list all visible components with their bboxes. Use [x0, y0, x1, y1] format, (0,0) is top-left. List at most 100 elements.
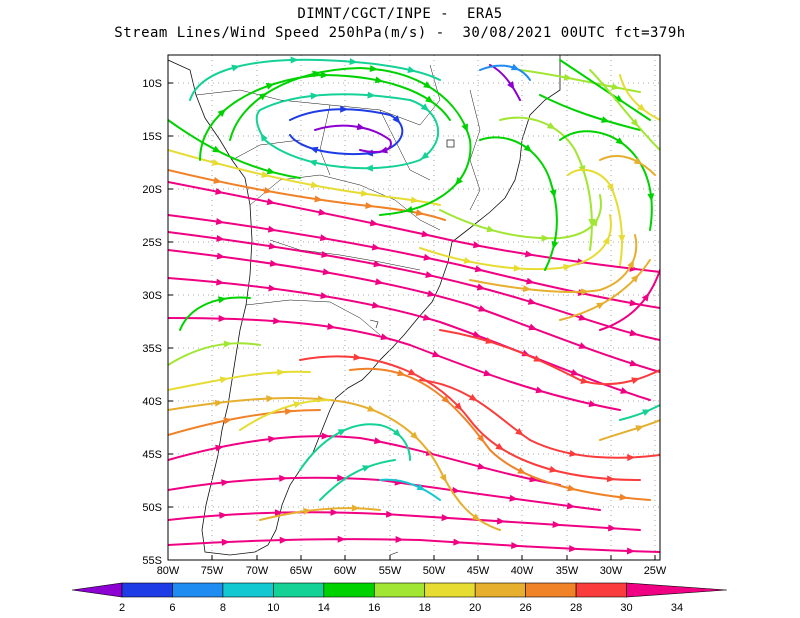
lat-label: 55S: [142, 555, 162, 567]
streamline-arrow: [569, 449, 578, 457]
streamline-arrow: [375, 278, 384, 286]
streamline-arrow: [410, 196, 420, 204]
streamline-arrow: [279, 536, 288, 544]
streamline-arrow: [567, 484, 576, 492]
streamlines: [168, 56, 660, 555]
streamline: [567, 168, 623, 266]
streamline-arrow: [477, 462, 486, 470]
streamline-arrow: [397, 369, 406, 377]
colorbar-tick-label: 34: [671, 602, 683, 614]
streamline-arrow: [630, 274, 639, 283]
streamline: [299, 355, 641, 481]
streamline-arrow: [629, 359, 639, 367]
lon-label: 25W: [644, 565, 667, 577]
lon-label: 65W: [290, 565, 313, 577]
streamline-arrow: [626, 547, 636, 555]
streamline-arrow: [627, 259, 634, 269]
streamline-arrow: [524, 250, 534, 258]
streamline: [479, 136, 558, 271]
latitude-labels: 10S 15S 20S 25S 30S 35S 40S 45S 50S 55S: [142, 78, 173, 567]
streamline: [239, 399, 331, 431]
streamline-arrow: [268, 242, 278, 250]
streamline-arrow: [321, 250, 330, 258]
streamline-arrow: [486, 225, 496, 233]
streamline-arrow: [517, 467, 527, 474]
streamline-arrow: [552, 521, 561, 529]
streamline-arrow: [373, 260, 382, 268]
streamline-arrow: [258, 92, 268, 101]
streamline-arrow: [601, 116, 610, 123]
streamline-arrow: [337, 535, 346, 543]
streamline-arrow: [423, 253, 432, 261]
lat-label: 40S: [142, 396, 162, 408]
streamline-arrow: [510, 63, 520, 71]
streamline-arrow: [425, 95, 434, 104]
streamline-arrow: [421, 230, 430, 238]
colorbar-segment: [424, 582, 476, 598]
longitude-labels: 80W 75W 70W 65W 60W 55W 50W 45W 40W 35W 30W 25W: [157, 555, 667, 577]
streamline-arrow: [566, 502, 576, 510]
streamline-arrow: [416, 483, 426, 491]
streamline-arrow: [580, 288, 590, 296]
streamline-arrow: [277, 368, 286, 376]
streamline-arrow: [219, 511, 228, 519]
streamline-arrow: [606, 475, 616, 483]
streamline-arrow: [637, 103, 646, 112]
streamline-arrow: [340, 105, 349, 113]
streamline-arrow: [535, 386, 545, 394]
streamline: [559, 59, 651, 121]
streamline: [599, 419, 660, 441]
streamline-arrow: [371, 301, 381, 309]
lat-label: 25S: [142, 237, 162, 249]
streamline: [168, 181, 660, 273]
colorbar-tick-label: 20: [469, 602, 481, 614]
streamline: [489, 64, 521, 101]
streamline-arrow: [349, 58, 358, 66]
streamline-arrow: [509, 494, 518, 502]
streamline-arrow: [415, 209, 425, 217]
streamline-arrow: [265, 82, 275, 90]
streamline-arrow: [337, 474, 346, 482]
streamline-arrow: [533, 355, 543, 362]
streamline-arrow: [380, 333, 390, 341]
streamline-arrow: [266, 395, 275, 403]
streamline-arrow: [642, 409, 651, 416]
streamline-arrow: [570, 368, 580, 376]
streamline: [168, 277, 651, 401]
streamline-arrow: [427, 290, 436, 297]
streamline-arrow: [631, 377, 640, 385]
streamline-arrow: [468, 393, 478, 402]
streamline-arrow: [423, 81, 432, 89]
colorbar-segment: [323, 582, 375, 598]
streamline-arrow: [461, 123, 468, 133]
streamline-arrow: [273, 317, 282, 325]
colorbar-max-arrow: [626, 582, 728, 598]
streamline-arrow: [541, 234, 550, 242]
streamline-arrow: [647, 193, 655, 202]
streamline: [619, 404, 660, 421]
lon-label: 60W: [334, 565, 357, 577]
lon-label: 45W: [467, 565, 490, 577]
streamline-arrow: [551, 240, 559, 250]
streamline: [469, 234, 638, 293]
streamline-arrow: [385, 510, 395, 518]
streamline-arrow: [365, 202, 374, 210]
streamline-arrow: [212, 145, 221, 153]
streamline-arrow: [320, 71, 329, 79]
streamline-arrow: [395, 536, 404, 544]
colorbar-segment: [273, 582, 325, 598]
streamline-arrow: [619, 493, 628, 501]
streamline: [168, 397, 501, 531]
streamline-arrow: [635, 425, 645, 432]
streamline: [599, 269, 660, 331]
streamline-arrow: [356, 123, 366, 131]
streamline-arrow: [527, 298, 537, 305]
streamline-arrow: [216, 234, 225, 242]
streamline-arrow: [371, 243, 381, 251]
streamline-arrow: [274, 509, 283, 517]
streamline-arrow: [513, 264, 522, 272]
streamline: [168, 342, 261, 366]
streamline-arrow: [478, 305, 487, 312]
streamline-arrow: [485, 337, 495, 344]
streamline-arrow: [455, 177, 463, 186]
